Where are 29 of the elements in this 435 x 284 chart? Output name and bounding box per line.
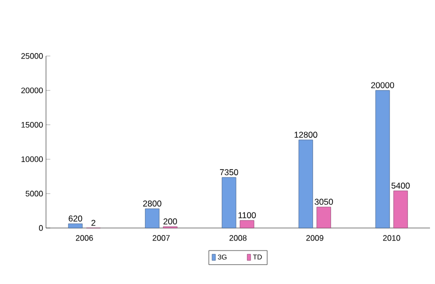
x-tick-label: 2008 [230, 235, 247, 241]
bar [316, 206, 331, 228]
y-tick-label: 20000 [21, 88, 43, 94]
bar [145, 208, 160, 228]
bar [393, 190, 408, 228]
bar [298, 140, 314, 228]
x-tick-label: 2010 [383, 235, 400, 241]
data-label: 2 [91, 220, 96, 226]
bar [240, 220, 254, 228]
x-tick-label: 2006 [76, 235, 93, 241]
data-label: 12800 [294, 132, 318, 138]
bar [68, 224, 83, 228]
data-label: 3050 [314, 198, 333, 205]
x-tick-label: 2009 [306, 235, 324, 241]
data-label: 5400 [391, 182, 410, 189]
data-label: 620 [68, 216, 82, 222]
data-label: 20000 [371, 82, 394, 88]
y-tick-label: 15000 [22, 122, 43, 128]
y-tick-label: 0 [39, 225, 43, 231]
bar [375, 90, 390, 228]
y-tick-label: 10000 [22, 156, 43, 162]
y-tick-label: 25000 [21, 53, 43, 59]
data-label: 200 [164, 218, 177, 224]
data-label: 1100 [238, 212, 256, 218]
y-tick-label: 5000 [26, 190, 43, 196]
x-tick-label: 2007 [152, 235, 170, 241]
bar [222, 177, 236, 228]
data-label: 2800 [143, 200, 162, 207]
data-label: 7350 [220, 169, 238, 176]
